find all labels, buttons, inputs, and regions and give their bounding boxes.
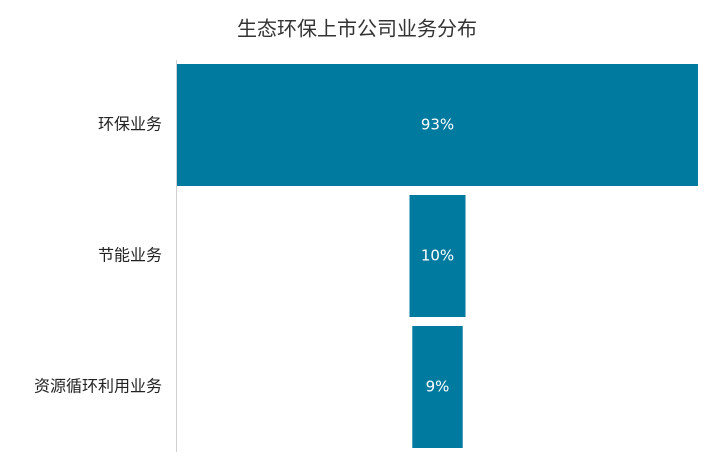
chart-title: 生态环保上市公司业务分布 xyxy=(237,17,477,41)
data-label: 93% xyxy=(421,116,454,134)
bar xyxy=(409,195,466,317)
data-label: 9% xyxy=(426,378,450,396)
bar xyxy=(177,64,698,186)
category-label: 节能业务 xyxy=(98,246,162,265)
data-label: 10% xyxy=(421,247,454,265)
category-label: 环保业务 xyxy=(98,115,162,134)
category-label: 资源循环利用业务 xyxy=(34,377,162,396)
bar xyxy=(412,326,463,448)
